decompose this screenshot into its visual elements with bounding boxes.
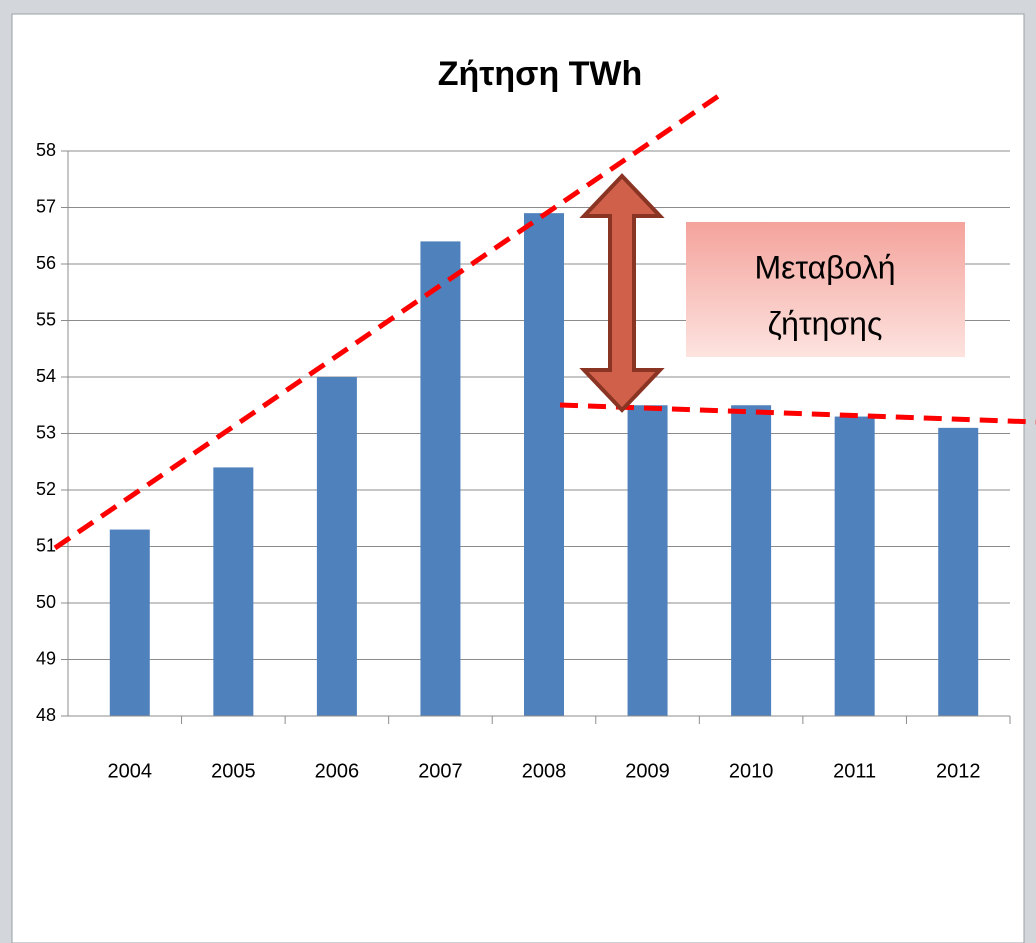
y-tick-label: 57	[36, 196, 56, 216]
y-tick-label: 51	[36, 535, 56, 555]
x-tick-label: 2012	[936, 760, 981, 782]
x-tick-label: 2009	[625, 760, 670, 782]
bar	[627, 405, 668, 716]
bar	[316, 377, 357, 716]
y-tick-label: 50	[36, 592, 56, 612]
x-tick-label: 2011	[833, 760, 876, 782]
trend-line	[559, 402, 1036, 425]
x-tick-label: 2004	[108, 760, 153, 782]
bar	[731, 405, 772, 716]
annotations: Μεταβολή ζήτησης	[53, 92, 1036, 551]
y-tick-label: 48	[36, 705, 56, 725]
double-arrow	[579, 173, 665, 413]
trend-line	[53, 92, 722, 551]
y-tick-label: 58	[36, 140, 56, 160]
bar	[213, 467, 254, 716]
y-tick-label: 53	[36, 422, 56, 442]
bar	[109, 529, 150, 716]
bar	[524, 213, 564, 716]
x-tick-label: 2006	[315, 760, 360, 782]
bar	[420, 241, 461, 716]
annotation-text: ζήτησης	[768, 305, 883, 341]
bar	[834, 416, 875, 716]
y-tick-label: 49	[36, 648, 56, 668]
chart-title: Ζήτηση TWh	[438, 55, 643, 93]
annotation-text: Μεταβολή	[755, 249, 896, 285]
y-tick-label: 54	[36, 366, 56, 386]
x-tick-label: 2007	[418, 760, 463, 782]
y-tick-label: 52	[36, 479, 56, 499]
annotation-box	[686, 222, 965, 357]
x-tick-label: 2010	[729, 760, 774, 782]
y-tick-label: 55	[36, 309, 56, 329]
y-tick-label: 56	[36, 253, 56, 273]
x-tick-label: 2008	[522, 760, 567, 782]
x-tick-label: 2005	[211, 760, 256, 782]
bar	[938, 427, 979, 716]
